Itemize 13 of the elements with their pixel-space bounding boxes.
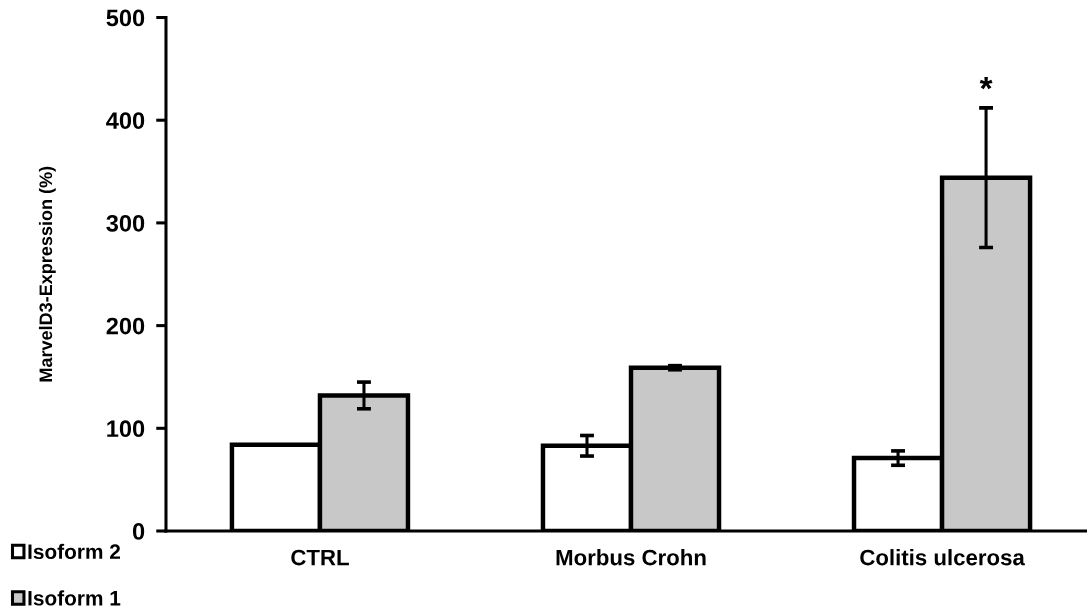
x-tick-label: Colitis ulcerosa (860, 549, 1025, 566)
legend-label: Isoform 1 (28, 590, 121, 606)
y-tick-label: 200 (106, 317, 145, 335)
legend-label: Isoform 2 (28, 543, 121, 560)
y-tick-label: 400 (106, 112, 145, 129)
y-tick-label: 300 (106, 214, 145, 232)
x-tick-label: CTRL (291, 549, 349, 566)
x-tick-label: Morbus Crohn (556, 549, 706, 566)
annotation: * (979, 76, 993, 90)
y-axis-title: MarvelD3-Expression (%) (38, 166, 56, 382)
y-tick-label: 500 (106, 9, 145, 27)
y-tick-label: 100 (107, 420, 145, 438)
y-tick-label: 0 (132, 523, 145, 540)
